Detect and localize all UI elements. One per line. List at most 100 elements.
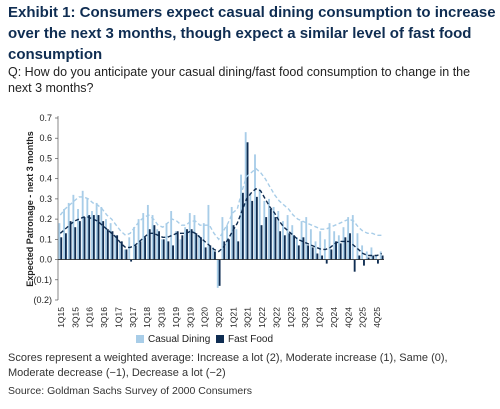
fast-food-bar: [120, 241, 123, 260]
fast-food-bar: [325, 259, 328, 264]
casual-dining-bar: [151, 215, 154, 260]
fast-food-bar: [372, 255, 375, 260]
casual-dining-bar: [221, 217, 224, 260]
x-tick-label: 1Q18: [142, 307, 152, 328]
fast-food-bar: [214, 251, 216, 260]
y-tick-label: 0.6: [39, 133, 52, 143]
fast-food-bar: [279, 231, 282, 260]
fast-food-bar: [260, 225, 263, 260]
fast-food-bar: [134, 245, 137, 260]
casual-dining-bar: [375, 255, 378, 260]
y-tick-label: 0.7: [39, 113, 52, 123]
casual-dining-bar: [263, 200, 266, 260]
casual-dining-bar: [137, 219, 140, 260]
fast-food-bar: [311, 247, 314, 260]
fast-food-bar: [172, 245, 174, 260]
casual-dining-bar: [244, 132, 247, 260]
casual-dining-bar: [272, 206, 275, 260]
fast-food-bar: [241, 192, 244, 260]
casual-dining-bar: [286, 215, 289, 260]
casual-dining-bar: [105, 219, 107, 260]
casual-dining-bars: [58, 132, 382, 288]
fast-food-bar: [349, 233, 351, 260]
fast-food-bar: [358, 255, 361, 260]
casual-dining-bar: [63, 209, 65, 260]
fast-food-bar: [64, 233, 67, 260]
fast-food-bar: [316, 253, 319, 260]
fast-food-bar: [130, 259, 133, 262]
casual-dining-bar: [370, 247, 373, 260]
fast-food-bar: [218, 259, 221, 286]
x-tick-label: 4Q25: [372, 307, 382, 328]
x-tick-label: 1Q22: [257, 307, 267, 328]
casual-dining-bar: [291, 225, 294, 260]
casual-dining-bar: [160, 239, 163, 260]
fast-food-bar: [69, 221, 72, 260]
casual-dining-bar: [100, 206, 103, 260]
casual-dining-bar: [337, 235, 340, 260]
fast-food-bar: [274, 217, 277, 260]
fast-food-trend-line: [59, 187, 382, 257]
casual-dining-bar: [58, 223, 61, 260]
casual-dining-bar: [165, 223, 168, 260]
casual-dining-bar: [109, 223, 112, 260]
fast-food-bar: [265, 217, 268, 260]
y-tick-label: 0.3: [39, 194, 52, 204]
casual-dining-bar: [319, 231, 322, 260]
fast-food-bar: [153, 225, 156, 260]
x-tick-label: 3Q23: [300, 307, 310, 328]
fast-food-bar: [102, 221, 105, 260]
casual-dining-bar: [77, 209, 79, 260]
x-tick-label: 1Q21: [228, 307, 238, 328]
y-tick-label: 0.0: [39, 255, 52, 265]
fast-food-bar: [377, 259, 379, 264]
y-axis: (0.2) (0.1) 0.0 0.1 0.2 0.3 0.4 0.5 0.6 0.7: [33, 113, 59, 305]
fast-food-bar: [209, 245, 212, 260]
fast-food-bar: [353, 259, 356, 272]
casual-dining-bar: [86, 198, 89, 260]
x-tick-label: 3Q20: [214, 307, 224, 328]
casual-dining-bar: [235, 229, 238, 260]
fast-food-bar: [116, 235, 119, 260]
fast-food-bar: [97, 215, 100, 260]
casual-dining-bar: [328, 223, 331, 260]
casual-dining-bar: [258, 188, 261, 260]
y-tick-label: 0.4: [39, 174, 52, 184]
casual-dining-bar: [351, 215, 354, 260]
casual-dining-bar: [216, 259, 219, 288]
source-note: Source: Goldman Sachs Survey of 2000 Con…: [8, 385, 252, 397]
fast-food-bar: [83, 217, 86, 260]
x-tick-label: 3Q22: [272, 307, 282, 328]
fast-food-bar: [88, 215, 91, 260]
x-tick-label: 1Q23: [286, 307, 296, 328]
casual-dining-bar: [282, 221, 284, 260]
casual-dining-bar: [198, 235, 201, 260]
x-tick-label: 3Q18: [157, 307, 167, 328]
casual-dining-bar: [156, 229, 159, 260]
x-tick-label: 2Q24: [329, 307, 339, 328]
footnote: Scores represent a weighted average: Inc…: [8, 352, 448, 379]
fast-food-bar: [78, 221, 81, 260]
casual-dining-bar: [277, 211, 280, 260]
fast-food-bar: [92, 215, 95, 260]
x-tick-label: 1Q17: [114, 307, 124, 328]
fast-food-bar: [139, 241, 142, 260]
casual-dining-bar: [333, 231, 336, 260]
x-tick-label: 1Q24: [315, 307, 325, 328]
casual-dining-bar: [114, 235, 117, 260]
fast-food-bar: [251, 200, 254, 260]
fast-food-bar: [200, 237, 202, 260]
casual-dining-bar: [67, 202, 70, 260]
fast-food-bar: [223, 241, 226, 260]
casual-dining-bar: [179, 239, 182, 260]
fast-food-bar: [283, 235, 286, 260]
fast-food-bar: [344, 237, 347, 260]
fast-food-bar: [363, 259, 365, 266]
y-tick-label: (0.1): [33, 275, 52, 285]
casual-dining-bar: [342, 227, 345, 260]
fast-food-bar: [167, 241, 170, 260]
fast-food-bars: [60, 142, 384, 286]
fast-food-bar: [148, 229, 151, 260]
legend-label-casual-dining: Casual Dining: [148, 334, 210, 345]
fast-food-bar: [367, 257, 370, 260]
